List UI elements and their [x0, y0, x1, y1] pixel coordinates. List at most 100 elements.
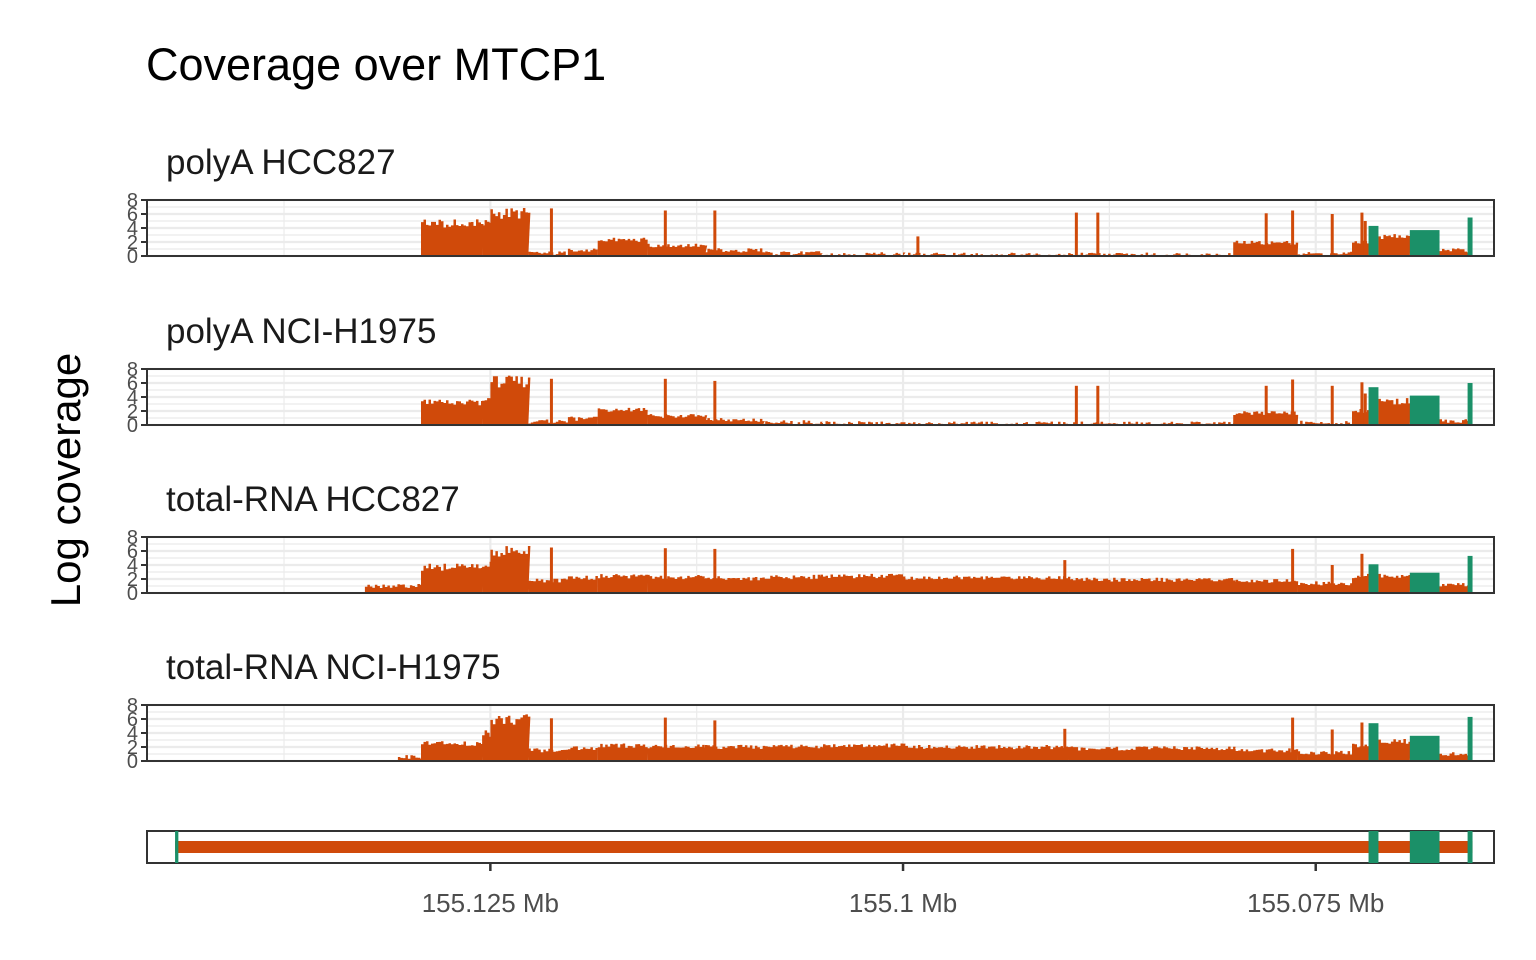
x-tick-label: 155.1 Mb	[849, 888, 957, 918]
y-tick-label: 6	[127, 373, 138, 395]
coverage-segment	[397, 755, 423, 761]
coverage-spike	[663, 210, 667, 256]
exon-coverage	[1467, 716, 1473, 761]
coverage-spike	[1291, 210, 1295, 256]
coverage-segment	[903, 745, 1071, 761]
coverage-segment	[528, 578, 569, 593]
coverage-segment	[528, 419, 569, 425]
coverage-segment	[490, 714, 531, 761]
coverage-spike	[663, 717, 667, 761]
coverage-spike	[1264, 213, 1268, 256]
coverage-segment	[597, 743, 648, 761]
exon-coverage	[1368, 225, 1379, 256]
coverage-segment	[647, 243, 708, 256]
coverage-spike	[1330, 729, 1334, 761]
coverage-spike	[1360, 382, 1364, 425]
coverage-segment	[482, 220, 493, 256]
coverage-segment	[1378, 573, 1411, 593]
y-tick-label: 0	[127, 246, 138, 268]
panel-title: total-RNA HCC827	[166, 480, 460, 519]
coverage-spike	[1360, 553, 1364, 593]
coverage-spike	[713, 210, 717, 256]
x-tick-label: 155.075 Mb	[1247, 888, 1384, 918]
coverage-segment	[1439, 248, 1470, 256]
y-tick-label: 0	[127, 751, 138, 773]
coverage-spike	[1096, 212, 1100, 256]
coverage-spike	[1330, 385, 1334, 425]
y-axis-label: Log coverage	[42, 353, 89, 608]
y-tick-label: 4	[127, 555, 138, 577]
coverage-segment	[704, 744, 765, 761]
coverage-segment	[421, 563, 484, 593]
coverage-spike	[663, 548, 667, 593]
coverage-spike	[713, 548, 717, 593]
coverage-segment	[762, 251, 823, 256]
coverage-segment	[1297, 750, 1353, 761]
coverage-segment	[1378, 398, 1411, 425]
panel-title: polyA HCC827	[166, 143, 396, 182]
y-tick-label: 8	[127, 190, 138, 212]
panel-title: total-RNA NCI-H1975	[166, 648, 501, 687]
y-tick-label: 2	[127, 737, 138, 759]
coverage-spike	[549, 718, 553, 761]
exon-coverage	[1368, 387, 1379, 425]
gene-model-marks	[175, 831, 1473, 863]
y-tick-label: 4	[127, 387, 138, 409]
exon-coverage	[1409, 395, 1440, 425]
y-tick-label: 2	[127, 232, 138, 254]
coverage-spike	[549, 208, 553, 256]
coverage-spike	[1291, 379, 1295, 425]
coverage-spike	[916, 236, 920, 256]
coverage-segment	[762, 420, 823, 425]
coverage-segment	[528, 251, 569, 256]
coverage-segment	[704, 418, 765, 425]
exon-block	[175, 831, 179, 863]
coverage-segment	[421, 219, 484, 256]
x-tick-label: 155.125 Mb	[422, 888, 559, 918]
coverage-segment	[762, 744, 823, 761]
exon-coverage	[1368, 723, 1379, 761]
coverage-segment	[1297, 251, 1353, 256]
coverage-segment	[597, 237, 648, 256]
coverage-spike	[549, 547, 553, 593]
coverage-segment	[567, 416, 598, 425]
coverage-spike	[1074, 212, 1078, 256]
coverage-spike	[713, 380, 717, 425]
y-tick-label: 6	[127, 709, 138, 731]
y-tick-label: 8	[127, 527, 138, 549]
y-tick-label: 2	[127, 401, 138, 423]
coverage-segment	[567, 746, 598, 761]
coverage-segment	[1233, 579, 1299, 593]
coverage-segment	[762, 574, 823, 593]
coverage-segment	[704, 576, 765, 593]
coverage-segment	[704, 248, 765, 256]
coverage-segment	[903, 421, 1071, 425]
coverage-segment	[820, 743, 906, 761]
exon-block	[1368, 831, 1379, 863]
coverage-segment	[647, 744, 708, 761]
coverage-spike	[663, 378, 667, 425]
coverage-spike	[1291, 717, 1295, 761]
y-tick-label: 6	[127, 204, 138, 226]
coverage-segment	[1439, 419, 1470, 425]
x-axis: 155.125 Mb 155.1 Mb 155.075 Mb	[422, 863, 1384, 918]
y-tick-label: 8	[127, 359, 138, 381]
coverage-segment	[567, 575, 598, 593]
y-tick-label: 2	[127, 569, 138, 591]
exon-coverage	[1467, 555, 1473, 593]
coverage-segment	[490, 546, 531, 593]
chart-title: Coverage over MTCP1	[146, 39, 606, 90]
exon-coverage	[1409, 572, 1440, 593]
exon-coverage	[1467, 383, 1473, 425]
coverage-segment	[903, 575, 1071, 593]
coverage-segment	[490, 375, 531, 425]
coverage-segment	[1233, 748, 1299, 761]
panel-title: polyA NCI-H1975	[166, 312, 436, 351]
y-tick-label: 8	[127, 695, 138, 717]
coverage-segment	[597, 574, 648, 593]
coverage-spike	[1074, 385, 1078, 425]
